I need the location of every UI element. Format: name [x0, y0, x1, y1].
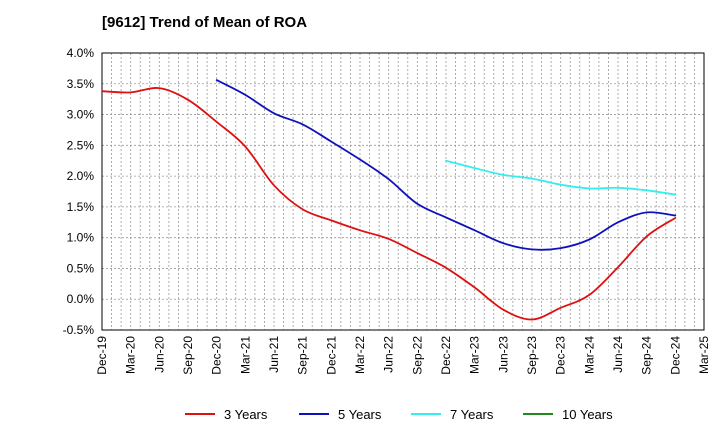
- x-tick-label: Dec-20: [210, 336, 224, 375]
- y-tick-label: 0.5%: [67, 261, 95, 275]
- y-tick-label: 2.0%: [67, 169, 95, 183]
- x-tick-label: Mar-25: [697, 336, 711, 374]
- chart-title: [9612] Trend of Mean of ROA: [102, 14, 308, 31]
- y-tick-label: 0.0%: [67, 292, 95, 306]
- y-tick-label: 1.5%: [67, 200, 95, 214]
- series-line-1: [215, 79, 677, 251]
- x-tick-label: Sep-23: [525, 336, 539, 375]
- x-tick-label: Dec-22: [439, 336, 453, 375]
- x-tick-label: Mar-22: [353, 336, 367, 374]
- legend-label: 3 Years: [224, 407, 268, 422]
- y-tick-label: 3.5%: [67, 77, 95, 91]
- x-tick-label: Dec-23: [554, 336, 568, 375]
- y-tick-label: 4.0%: [67, 46, 95, 60]
- x-tick-label: Sep-24: [640, 336, 654, 375]
- x-tick-label: Jun-21: [267, 336, 281, 373]
- x-tick-label: Jun-24: [611, 336, 625, 373]
- x-tick-label: Mar-20: [124, 336, 138, 374]
- x-tick-label: Jun-22: [382, 336, 396, 373]
- x-tick-label: Sep-22: [410, 336, 424, 375]
- x-tick-label: Dec-21: [324, 336, 338, 375]
- legend-label: 10 Years: [562, 407, 613, 422]
- legend-label: 7 Years: [450, 407, 494, 422]
- y-tick-label: 1.0%: [67, 231, 95, 245]
- x-tick-label: Dec-19: [95, 336, 109, 375]
- x-tick-label: Mar-23: [468, 336, 482, 374]
- series-line-2: [445, 159, 677, 196]
- legend-label: 5 Years: [338, 407, 382, 422]
- x-tick-label: Jun-20: [152, 336, 166, 373]
- y-tick-label: 2.5%: [67, 138, 95, 152]
- x-tick-label: Mar-21: [238, 336, 252, 374]
- x-tick-label: Sep-21: [296, 336, 310, 375]
- plot-frame: [101, 52, 705, 331]
- x-tick-label: Dec-24: [668, 336, 682, 375]
- x-tick-label: Sep-20: [181, 336, 195, 375]
- x-tick-label: Jun-23: [496, 336, 510, 373]
- y-tick-label: -0.5%: [63, 323, 95, 337]
- x-tick-label: Mar-24: [582, 336, 596, 374]
- series-line-0: [101, 87, 677, 321]
- y-tick-label: 3.0%: [67, 108, 95, 122]
